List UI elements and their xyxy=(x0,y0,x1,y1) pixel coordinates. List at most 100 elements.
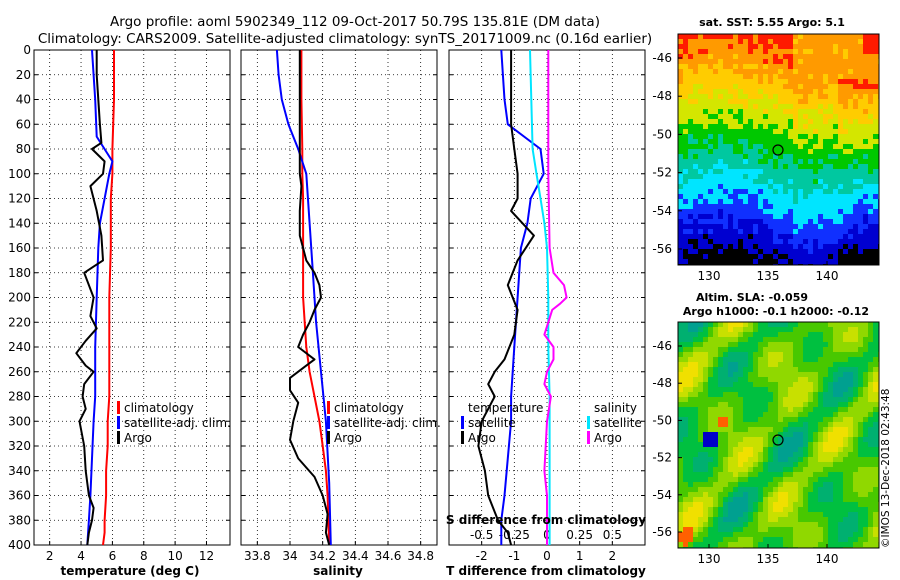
sst-pixel xyxy=(853,144,858,149)
sst-pixel xyxy=(803,224,808,229)
sla-pixel xyxy=(753,527,758,532)
sst-pixel xyxy=(743,54,748,59)
sla-pixel xyxy=(808,452,813,457)
depth-tick-label: 0 xyxy=(23,43,31,57)
sla-pixel xyxy=(818,542,823,547)
sst-pixel xyxy=(803,149,808,154)
sla-pixel xyxy=(868,422,873,427)
sla-pixel xyxy=(818,532,823,537)
sla-pixel xyxy=(808,377,813,382)
sla-pixel xyxy=(708,402,713,407)
sst-pixel xyxy=(793,219,798,224)
sst-pixel xyxy=(773,34,778,39)
sst-pixel xyxy=(728,34,733,39)
sla-pixel xyxy=(843,537,848,542)
sla-pixel xyxy=(743,527,748,532)
sst-pixel xyxy=(828,114,833,119)
sla-pixel xyxy=(753,492,758,497)
sst-pixel xyxy=(688,134,693,139)
sst-pixel xyxy=(813,159,818,164)
sst-pixel xyxy=(693,119,698,124)
sla-pixel xyxy=(683,462,688,467)
sst-pixel xyxy=(818,179,823,184)
sla-pixel xyxy=(743,412,748,417)
sst-pixel xyxy=(713,259,718,264)
sst-pixel xyxy=(838,154,843,159)
sst-pixel xyxy=(823,59,828,64)
sla-pixel xyxy=(848,507,853,512)
sla-pixel xyxy=(753,377,758,382)
sla-pixel xyxy=(838,362,843,367)
sla-pixel xyxy=(718,337,723,342)
sla-pixel xyxy=(868,347,873,352)
sst-pixel xyxy=(823,239,828,244)
sst-pixel xyxy=(823,49,828,54)
map-x-tick-label: 130 xyxy=(698,269,721,283)
sst-pixel xyxy=(813,119,818,124)
sla-pixel xyxy=(853,432,858,437)
sst-pixel xyxy=(678,179,683,184)
sla-pixel xyxy=(793,442,798,447)
sla-pixel xyxy=(873,522,878,527)
sst-pixel xyxy=(758,44,763,49)
sla-pixel xyxy=(808,367,813,372)
sst-pixel xyxy=(833,79,838,84)
sst-pixel xyxy=(768,224,773,229)
sst-pixel xyxy=(838,229,843,234)
sst-pixel xyxy=(858,34,863,39)
sst-pixel xyxy=(728,49,733,54)
sla-pixel xyxy=(858,507,863,512)
sst-pixel xyxy=(678,39,683,44)
sla-pixel xyxy=(733,372,738,377)
sla-map: Altim. SLA: -0.059 Argo h1000: -0.1 h200… xyxy=(652,291,880,566)
sla-pixel xyxy=(723,502,728,507)
legend-label: Argo xyxy=(124,431,152,445)
sst-pixel xyxy=(803,74,808,79)
sla-pixel xyxy=(788,352,793,357)
sla-pixel xyxy=(683,442,688,447)
sst-pixel xyxy=(853,199,858,204)
sst-pixel xyxy=(818,244,823,249)
sst-pixel xyxy=(748,74,753,79)
sst-pixel xyxy=(773,194,778,199)
sst-pixel xyxy=(858,209,863,214)
sst-pixel xyxy=(818,174,823,179)
sla-pixel xyxy=(843,362,848,367)
sst-pixel xyxy=(688,49,693,54)
sla-pixel xyxy=(833,532,838,537)
sst-pixel xyxy=(803,104,808,109)
sst-pixel xyxy=(728,129,733,134)
legend-swatch-climatology xyxy=(327,401,330,414)
sst-pixel xyxy=(853,249,858,254)
sst-pixel xyxy=(758,59,763,64)
sla-pixel xyxy=(768,492,773,497)
sst-pixel xyxy=(783,109,788,114)
sla-pixel xyxy=(743,477,748,482)
sla-pixel xyxy=(803,402,808,407)
sst-pixel xyxy=(773,144,778,149)
sla-pixel xyxy=(868,322,873,327)
sst-pixel xyxy=(733,159,738,164)
sla-pixel xyxy=(758,412,763,417)
sla-pixel xyxy=(743,507,748,512)
sla-pixel xyxy=(838,382,843,387)
sla-pixel xyxy=(798,467,803,472)
sla-pixel xyxy=(713,332,718,337)
sst-pixel xyxy=(763,99,768,104)
sst-pixel xyxy=(728,229,733,234)
sla-pixel xyxy=(713,352,718,357)
sla-pixel xyxy=(848,467,853,472)
sla-pixel xyxy=(778,487,783,492)
sla-pixel xyxy=(803,457,808,462)
sla-pixel xyxy=(788,452,793,457)
sla-pixel xyxy=(843,542,848,547)
sla-pixel xyxy=(753,342,758,347)
sla-pixel xyxy=(683,447,688,452)
sst-pixel xyxy=(803,229,808,234)
sla-pixel xyxy=(808,327,813,332)
sst-pixel xyxy=(778,84,783,89)
sla-pixel xyxy=(683,497,688,502)
sla-pixel xyxy=(723,322,728,327)
sla-pixel xyxy=(858,527,863,532)
sla-pixel xyxy=(778,452,783,457)
